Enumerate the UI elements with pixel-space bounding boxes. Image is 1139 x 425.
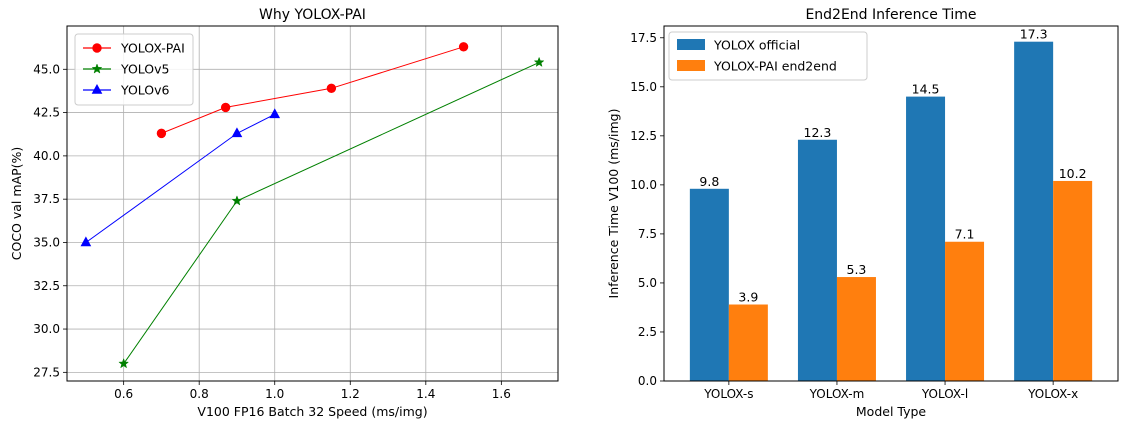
series-line-yolox-pai [161,46,464,134]
right-plot-frame [663,25,1119,382]
bar-yolox-pai-end2end-yolox-x [1053,180,1093,381]
right-x-tick-label: YOLOX-l [921,387,968,401]
bar-yolox-pai-end2end-yolox-l [945,241,985,381]
legend-label-yolox-official: YOLOX official [713,38,800,53]
bar-value-label-yolox-pai-end2end: 3.9 [738,290,758,305]
bar-yolox-official-yolox-m [797,139,837,381]
left-y-ticks: 27.5 30.0 32.5 35.0 37.5 40.0 42.5 45.0 [33,62,67,379]
legend-marker-yolov6 [91,83,103,94]
bar-yolox-pai-end2end-yolox-s [728,304,768,381]
right-y-tick-label: 7.5 [638,227,657,241]
bar-yolox-official-yolox-s [689,188,729,381]
data-point-yolox-pai [458,42,469,52]
left-x-tick-label: 1.4 [416,387,435,401]
bar-value-label-yolox-pai-end2end: 5.3 [847,262,867,277]
right-bar-labels: 9.8 12.3 14.5 17.3 3.9 5.3 7.1 10.2 [699,27,1086,305]
legend-label-yolox-pai-end2end: YOLOX-PAI end2end [713,59,837,74]
chart-speed-vs-map: 0.6 0.8 1.0 1.2 1.4 1.6 27.5 30.0 32.5 35.0 37.5 4… [9,7,559,419]
left-chart-title: Why YOLOX-PAI [259,7,366,23]
data-point-yolox-pai [156,128,167,139]
left-y-tick-label: 45.0 [33,62,60,76]
right-y-tick-label: 2.5 [638,325,657,339]
bar-yolox-official-yolox-x [1014,41,1054,381]
legend-label-yolov5: YOLOv5 [120,62,170,77]
bar-value-label-yolox-official: 14.5 [912,82,940,97]
left-y-tick-label: 27.5 [33,365,60,379]
data-point-yolov6 [269,108,281,119]
right-y-ticks: 0.0 2.5 5.0 7.5 10.0 12.5 15.0 17.5 [630,31,664,388]
legend-swatch-yolox-official [677,39,705,50]
data-point-yolov5 [533,56,545,67]
right-y-tick-label: 12.5 [630,129,657,143]
left-x-ticks: 0.6 0.8 1.0 1.2 1.4 1.6 [114,381,511,401]
right-x-tick-label: YOLOX-m [809,387,865,401]
bar-value-label-yolox-pai-end2end: 10.2 [1059,166,1087,181]
right-bars [689,41,1093,382]
left-y-tick-label: 42.5 [33,106,60,120]
bar-value-label-yolox-pai-end2end: 7.1 [955,227,975,242]
right-legend-box [668,31,868,81]
right-x-axis-label: Model Type [856,404,927,419]
left-y-tick-label: 32.5 [33,279,60,293]
left-y-tick-label: 30.0 [33,322,60,336]
data-point-yolov6 [231,127,243,138]
legend-marker-yolov5 [91,63,103,74]
left-x-tick-label: 1.2 [341,387,360,401]
left-x-tick-label: 0.6 [114,387,133,401]
right-chart-title: End2End Inference Time [805,7,976,23]
series-line-yolov5 [123,61,540,364]
left-y-axis-label: COCO val mAP(%) [9,147,24,261]
left-plot-frame [66,25,559,382]
legend-label-yolov6: YOLOv6 [120,83,170,98]
right-x-tick-label: YOLOX-x [1027,387,1078,401]
left-series-markers [80,42,545,369]
bar-value-label-yolox-official: 17.3 [1020,27,1048,42]
data-point-yolox-pai [220,102,231,113]
left-grid [67,26,558,381]
left-legend: YOLOX-PAI YOLOv5 YOLOv6 [74,33,194,106]
bar-yolox-pai-end2end-yolox-m [836,277,876,381]
left-x-tick-label: 0.8 [190,387,209,401]
legend-swatch-yolox-pai-end2end [677,60,705,71]
left-x-tick-label: 1.0 [265,387,284,401]
chart-inference-time: 9.812.314.517.33.95.37.110.2 YOLOX-s YOLO… [606,7,1119,419]
legend-marker-yolox-pai [92,43,102,53]
right-x-tick-label: YOLOX-s [703,387,753,401]
right-y-tick-label: 0.0 [638,374,657,388]
bar-value-label-yolox-official: 9.8 [699,174,719,189]
data-point-yolov6 [80,236,92,247]
right-y-axis-label: Inference Time V100 (ms/img) [606,109,621,299]
data-point-yolov5 [118,357,130,369]
right-y-tick-label: 10.0 [630,178,657,192]
left-y-tick-label: 35.0 [33,235,60,249]
series-line-yolov6 [85,113,275,243]
right-y-tick-label: 17.5 [630,31,657,45]
right-legend: YOLOX official YOLOX-PAI end2end [668,31,868,81]
left-y-tick-label: 40.0 [33,149,60,163]
right-x-ticks: YOLOX-s YOLOX-m YOLOX-l YOLOX-x [703,381,1078,401]
right-y-tick-label: 5.0 [638,276,657,290]
right-y-tick-label: 15.0 [630,80,657,94]
left-y-tick-label: 37.5 [33,192,60,206]
legend-label-yolox-pai: YOLOX-PAI [120,41,185,56]
left-x-axis-label: V100 FP16 Batch 32 Speed (ms/img) [197,404,427,419]
bar-yolox-official-yolox-l [906,96,946,382]
left-legend-box [74,33,194,106]
left-x-tick-label: 1.6 [492,387,511,401]
data-point-yolox-pai [326,83,337,94]
data-point-yolov5 [231,195,243,206]
bar-value-label-yolox-official: 12.3 [804,125,832,140]
